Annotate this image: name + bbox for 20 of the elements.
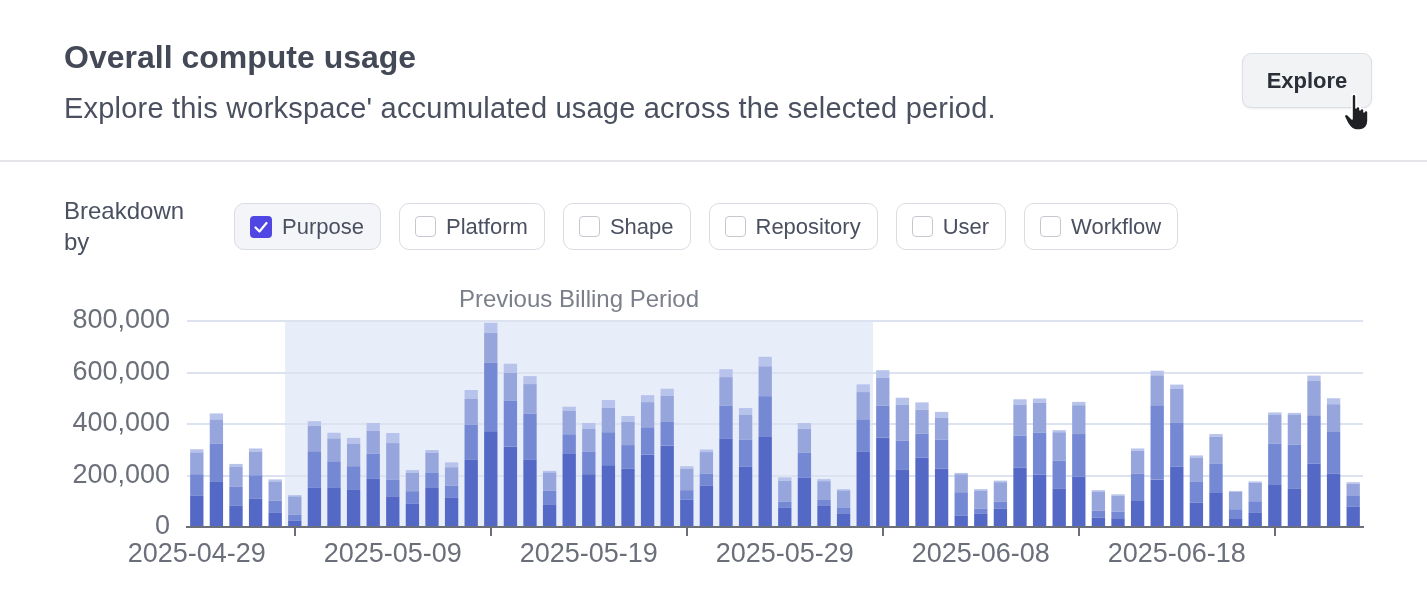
option-chip: Purpose — [234, 203, 381, 250]
x-tick-label: 2025-05-19 — [519, 537, 658, 568]
option-chip: Repository — [708, 203, 878, 250]
button: Explore — [1242, 53, 1372, 108]
y-tick-label: 200,000 — [72, 458, 170, 489]
chart-title: Overall compute usage — [64, 38, 417, 76]
x-tick-label: 2025-06-18 — [1107, 537, 1246, 568]
y-tick-label: 800,000 — [72, 304, 170, 335]
option-chip: Shape — [562, 203, 691, 250]
x-tick-label: 2025-05-09 — [323, 537, 462, 568]
y-tick-label: 400,000 — [72, 407, 170, 438]
option-chip: User — [895, 203, 1007, 250]
x-tick-label: 2025-05-29 — [715, 537, 854, 568]
option-chip: Platform — [398, 203, 545, 250]
text: Breakdown by — [64, 196, 186, 257]
chart-subtitle: Explore this workspace' accumulated usage across the selected period. — [64, 91, 996, 125]
x-tick-label: 2025-06-08 — [911, 537, 1050, 568]
band-label: Previous Billing Period — [458, 284, 700, 312]
option-chip: Workflow — [1024, 203, 1179, 250]
y-tick-label: 600,000 — [72, 355, 170, 386]
